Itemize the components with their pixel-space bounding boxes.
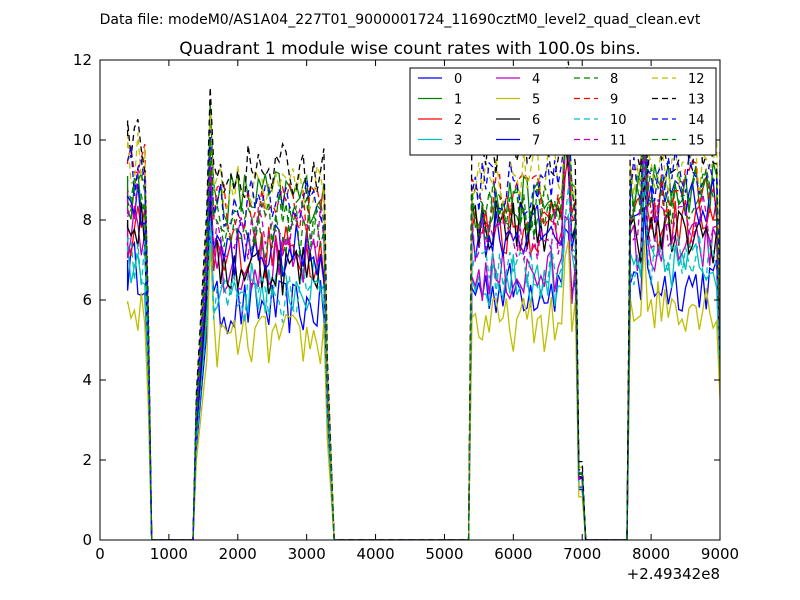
- series-line-15: [126, 117, 720, 540]
- x-tick-label: 0: [95, 545, 105, 563]
- x-tick-label: 3000: [288, 545, 326, 563]
- y-tick-label: 2: [82, 451, 92, 469]
- x-tick-label: 6000: [494, 545, 532, 563]
- chart-suptitle: Data file: modeM0/AS1A04_227T01_90000017…: [100, 12, 701, 28]
- legend-label-7: 7: [532, 134, 540, 149]
- legend-label-8: 8: [610, 72, 618, 87]
- series-line-10: [126, 163, 720, 540]
- x-tick-label: 7000: [563, 545, 601, 563]
- series-layer: [126, 61, 720, 540]
- legend-label-0: 0: [454, 72, 462, 87]
- x-tick-label: 1000: [150, 545, 188, 563]
- legend-label-3: 3: [454, 134, 462, 149]
- legend-label-6: 6: [532, 113, 540, 128]
- y-tick-label: 6: [82, 291, 92, 309]
- axes-layer: [99, 59, 721, 541]
- series-line-9: [126, 123, 720, 540]
- chart-title: Quadrant 1 module wise count rates with …: [179, 39, 640, 59]
- y-tick-label: 0: [82, 531, 92, 549]
- x-tick-label: 8000: [632, 545, 670, 563]
- x-offset-label: +2.49342e8: [627, 565, 720, 583]
- series-line-11: [126, 145, 720, 540]
- legend-label-9: 9: [610, 93, 618, 108]
- series-line-7: [126, 123, 720, 540]
- series-line-4: [126, 151, 720, 540]
- legend-label-10: 10: [610, 113, 627, 128]
- y-tick-label: 12: [73, 51, 92, 69]
- legend-label-4: 4: [532, 72, 540, 87]
- legend-label-2: 2: [454, 113, 462, 128]
- legend-box: [409, 67, 717, 156]
- legend-label-12: 12: [688, 72, 705, 87]
- y-tick-label: 8: [82, 211, 92, 229]
- series-line-5: [126, 239, 720, 540]
- legend-label-1: 1: [454, 93, 462, 108]
- x-tick-label: 9000: [701, 545, 739, 563]
- tick-labels: 0 1000 2000 3000 4000 5000 6000 7000 8000 9000 0 2 4…: [73, 51, 739, 563]
- y-tick-label: 4: [82, 371, 92, 389]
- y-tick-label: 10: [73, 131, 92, 149]
- x-tick-label: 2000: [219, 545, 257, 563]
- legend-label-11: 11: [610, 134, 627, 149]
- series-line-1: [126, 98, 720, 540]
- x-tick-label: 4000: [356, 545, 394, 563]
- legend-label-14: 14: [688, 113, 705, 128]
- legend-label-5: 5: [532, 93, 540, 108]
- x-tick-label: 5000: [425, 545, 463, 563]
- legend-label-13: 13: [688, 93, 705, 108]
- legend-label-15: 15: [688, 134, 705, 149]
